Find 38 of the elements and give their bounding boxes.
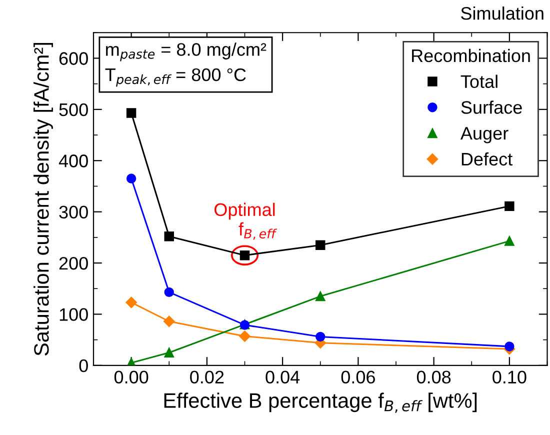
point	[126, 108, 136, 118]
x-tick-label: 0.08	[416, 370, 451, 384]
point	[239, 330, 250, 342]
y-tick-label: 600	[59, 52, 88, 65]
legend-label: Surface	[461, 100, 522, 114]
legend-title: Recombination	[412, 48, 530, 62]
x-tick-label: 0.04	[266, 370, 300, 384]
legend-label: Auger	[460, 127, 508, 144]
x-tick-label: 0.06	[341, 370, 375, 384]
x-tick-label: 0.10	[492, 370, 526, 384]
y-axis-title: Saturation current density [fA/cm²]	[34, 43, 53, 356]
y-tick-label: 0	[79, 359, 88, 372]
annotation: Optimal f$_{B,eff}$	[214, 202, 278, 240]
y-tick-label: 200	[59, 256, 88, 270]
point	[164, 348, 174, 358]
point	[504, 342, 514, 352]
y-tick-label: 500	[59, 103, 88, 116]
legend-label: Defect	[462, 152, 512, 166]
point	[504, 201, 514, 212]
y-tick-label: 300	[59, 206, 88, 219]
point	[164, 232, 174, 242]
point	[164, 316, 175, 327]
text: Simulation	[461, 6, 544, 20]
point	[126, 358, 136, 366]
x-tick-label: 0.00	[114, 370, 148, 384]
point	[504, 236, 514, 246]
text: m$_{paste}$ = 8.0 mg/cm² T$_{peak,eff}$ = 800 °C	[105, 42, 266, 87]
point	[316, 291, 326, 302]
y-tick-label: 100	[60, 308, 88, 321]
point	[316, 240, 326, 250]
y-tick-label: 400	[58, 154, 88, 168]
x-axis-title: Effective B percentage f$_{B,eff}$ [wt%]	[164, 392, 477, 413]
point	[126, 174, 136, 184]
legend-label: Total	[460, 74, 498, 88]
point	[316, 332, 326, 342]
point	[164, 287, 174, 298]
point	[126, 296, 137, 308]
x-tick-label: 0.02	[190, 370, 224, 384]
